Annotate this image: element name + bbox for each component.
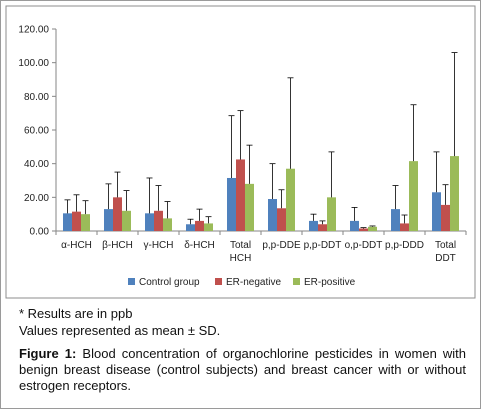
y-tick-label: 60.00	[24, 126, 49, 137]
bar	[409, 161, 418, 231]
figure-caption: Figure 1: Blood concentration of organoc…	[19, 346, 466, 394]
legend: Control group ER-negative ER-positive	[128, 277, 356, 288]
category-label: γ-HCH	[144, 240, 174, 251]
category-label: p,p-DDD	[385, 240, 424, 251]
bar	[309, 220, 318, 231]
bar	[245, 183, 254, 231]
bar	[204, 223, 213, 231]
bars	[63, 156, 459, 231]
category-label: p,p-DDT	[304, 240, 342, 251]
bar	[400, 223, 409, 231]
bar	[236, 159, 245, 231]
y-tick-label: 80.00	[24, 92, 49, 103]
category-label: δ-HCH	[184, 240, 215, 251]
bar	[186, 224, 195, 231]
bar	[163, 218, 172, 231]
bar-chart: 0.00 20.00 40.00 60.00 80.00 100.00 120.00 α-H…	[5, 5, 476, 299]
bar	[268, 199, 277, 231]
bar	[104, 209, 113, 231]
bar	[432, 192, 441, 231]
category-label: α-HCH	[61, 240, 92, 251]
bar	[286, 168, 295, 231]
bar	[350, 220, 359, 231]
category-label: HCH	[230, 253, 252, 264]
bar	[113, 197, 122, 231]
legend-swatch	[128, 278, 135, 285]
legend-swatch	[293, 278, 300, 285]
bar	[195, 220, 204, 231]
caption-label: Figure 1:	[19, 346, 77, 361]
bar	[145, 213, 154, 231]
bar	[277, 208, 286, 231]
bar	[441, 204, 450, 231]
caption-text: Blood concentration of organochlorine pe…	[19, 346, 466, 393]
bar	[450, 156, 459, 231]
units-note: * Results are in ppb	[19, 306, 133, 321]
y-tick-label: 20.00	[24, 193, 49, 204]
category-label: DDT	[435, 253, 456, 264]
notes: * Results are in ppb Values represented …	[19, 305, 220, 339]
y-tick-label: 40.00	[24, 159, 49, 170]
bar	[327, 197, 336, 231]
category-label: p,p-DDE	[262, 240, 301, 251]
bar	[72, 211, 81, 231]
bar	[81, 214, 90, 231]
category-label: Total	[230, 240, 251, 251]
category-label: o,p-DDT	[345, 240, 383, 251]
legend-swatch	[215, 278, 222, 285]
bar	[63, 213, 72, 231]
y-tick-label: 120.00	[18, 25, 49, 36]
bar	[227, 177, 236, 231]
bar	[368, 226, 377, 231]
bar	[122, 210, 131, 231]
bar	[391, 209, 400, 231]
bar	[359, 228, 368, 231]
legend-label: Control group	[139, 277, 200, 288]
error-bars	[64, 52, 458, 229]
sd-note: Values represented as mean ± SD.	[19, 323, 221, 338]
y-tick-label: 0.00	[30, 227, 50, 238]
y-tick-label: 100.00	[18, 58, 49, 69]
category-label: β-HCH	[102, 240, 133, 251]
bar	[318, 224, 327, 231]
bar	[154, 210, 163, 231]
legend-label: ER-negative	[226, 277, 281, 288]
legend-label: ER-positive	[304, 277, 356, 288]
category-label: Total	[435, 240, 456, 251]
